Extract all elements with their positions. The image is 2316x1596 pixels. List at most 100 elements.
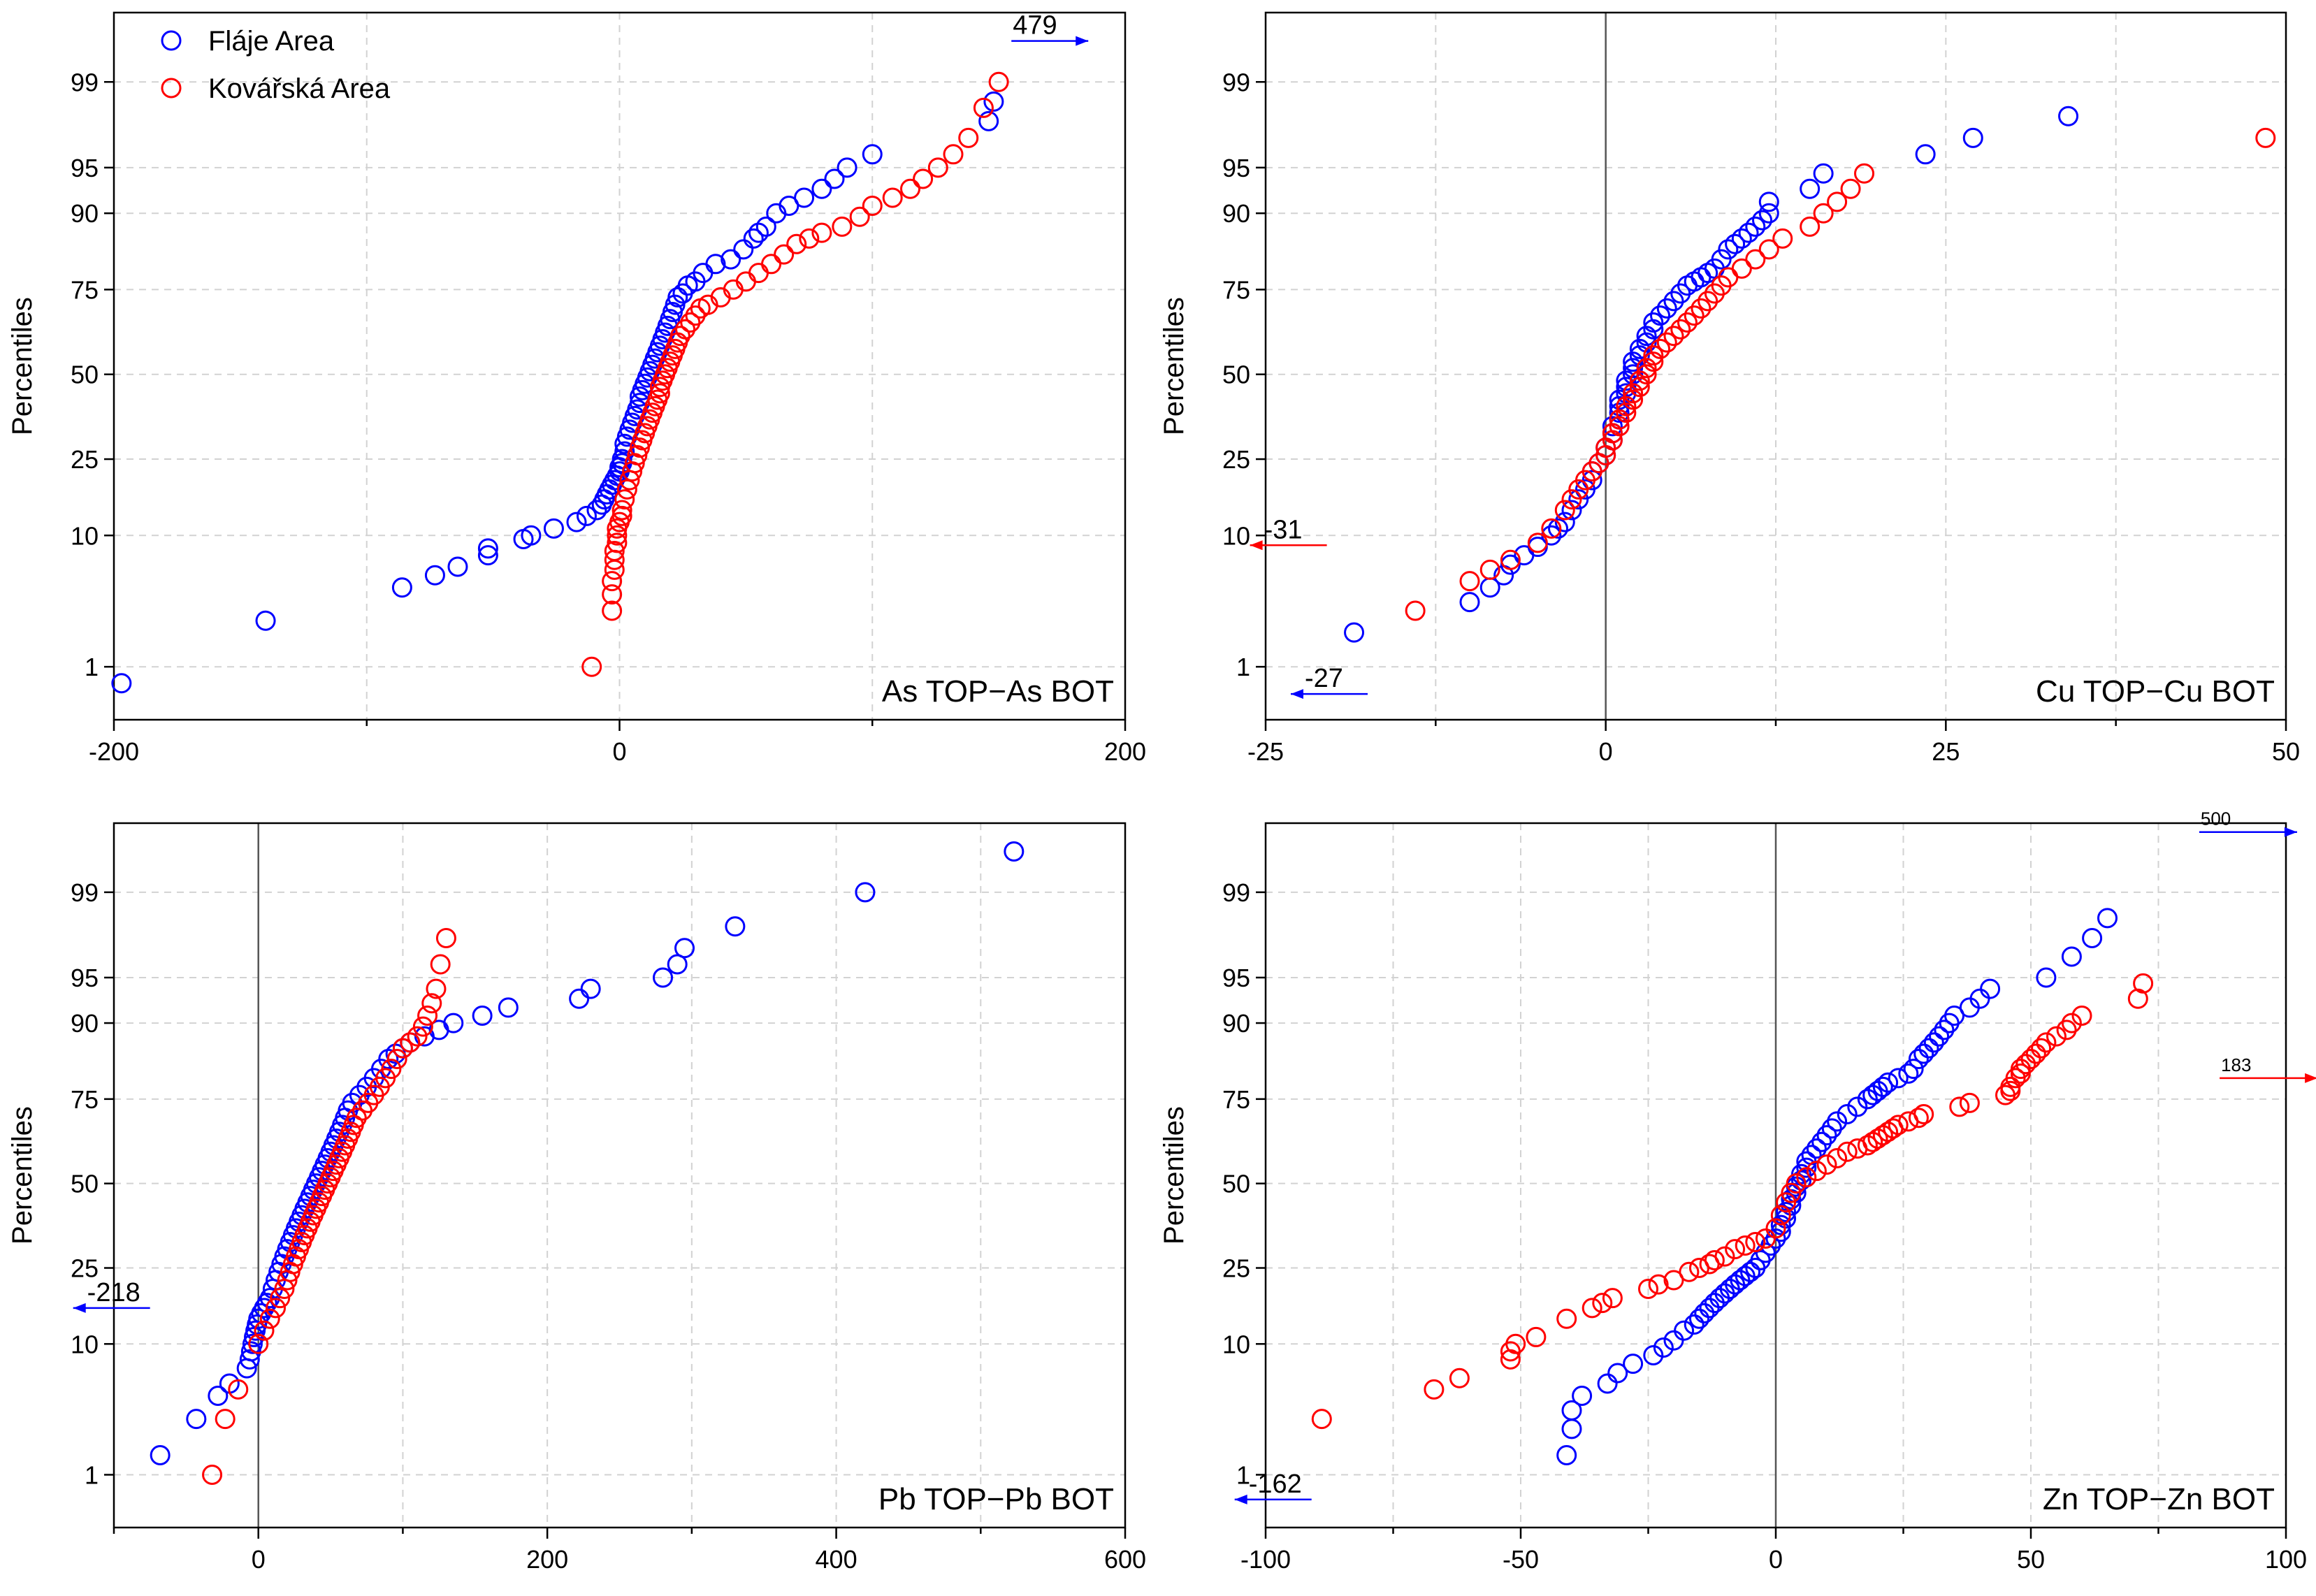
panel-4-kovarska-point [1505, 1333, 1526, 1354]
panel-4-kovarska-point [1648, 1274, 1669, 1295]
panel-1-kovarska-point [602, 600, 623, 621]
panel-4-flaje-point [1888, 1068, 1909, 1089]
panel-4-kovarska-point [1908, 1108, 1929, 1129]
panel-4-y-tick-label: 90 [1222, 1009, 1250, 1038]
panel-4-kovarska-point [1755, 1228, 1776, 1249]
panel-2-flaje-point [1718, 239, 1739, 260]
panel-3-flaje-point [150, 1444, 171, 1465]
panel-2-kovarska-point [1663, 326, 1684, 347]
panel-2-kovarska-point [1459, 571, 1480, 592]
panel-2-kovarska-point [1854, 163, 1875, 184]
panel-4-flaje-point [1561, 1419, 1582, 1439]
panel-4-flaje-point [1572, 1385, 1593, 1406]
panel-3-flaje-point [653, 967, 674, 988]
panel-4-kovarska-point [2046, 1026, 2067, 1047]
panel-3-kovarska-point [392, 1038, 413, 1059]
panel-4-kovarska-point [1311, 1409, 1332, 1430]
panel-2-flaje-point [1684, 271, 1705, 292]
panel-4-kovarska-point [1786, 1173, 1807, 1194]
panel-1-kovarska-point [774, 244, 795, 265]
panel-3-kovarska-point [270, 1288, 291, 1309]
panel-3-kovarska-point [202, 1464, 223, 1485]
panel-1-flaje-point [255, 610, 276, 631]
legend-label: Fláje Area [208, 26, 335, 57]
panel-2-kovarska-point [1643, 351, 1664, 372]
panel-2-kovarska-point [1650, 338, 1671, 359]
panel-4-x-tick-label: 50 [2017, 1545, 2045, 1574]
panel-1-kovarska-point [943, 144, 964, 165]
panel-1-x-tick-label: 0 [612, 737, 626, 766]
panel-2-flaje-point [1629, 338, 1650, 359]
panel-4-kovarska-point [1735, 1235, 1756, 1256]
panel-2-flaje-point [1561, 500, 1582, 521]
panel-2-kovarska-point [1745, 249, 1766, 270]
panel-1-kovarska-point [882, 187, 903, 208]
panel-2-flaje-point [1758, 191, 1779, 212]
panel-3-kovarska-point [228, 1379, 249, 1400]
panel-2-kovarska-point [1609, 409, 1630, 430]
panel-4-kovarska-point [1827, 1148, 1848, 1169]
panel-1-flaje-point [521, 525, 542, 546]
panel-2-kovarska-point [1616, 402, 1637, 423]
panel-4-flaje-point [1699, 1298, 1720, 1319]
panel-2-flaje-point [1344, 622, 1365, 643]
panel-1-flaje-point [576, 505, 597, 526]
panel-2-y-tick-label: 25 [1222, 445, 1250, 474]
panel-3-kovarska-point [346, 1108, 367, 1129]
panel-4-kovarska-point [2036, 1032, 2057, 1053]
panel-2-flaje-point [1731, 228, 1752, 249]
panel-1-kovarska-point [581, 656, 602, 677]
panel-4-flaje-point [1770, 1214, 1791, 1235]
panel-3-kovarska-point [417, 1005, 438, 1026]
panel-4-kovarska-point [1725, 1239, 1746, 1260]
panel-3-x-tick-label: 600 [1104, 1545, 1146, 1574]
panel-4-kovarska-point [2133, 973, 2154, 994]
panel-1-kovarska-point [607, 525, 628, 546]
panel-4-flaje-point [1944, 1005, 1964, 1026]
panel-2-kovarska-point [1670, 319, 1691, 340]
panel-1-kovarska-point [675, 319, 696, 340]
legend-marker [161, 78, 182, 99]
panel-2-kovarska-point [1691, 298, 1711, 319]
panel-4-flaje-point [1898, 1063, 1919, 1084]
panel-2-y-axis-title: Percentiles [1159, 297, 1189, 435]
panel-2-flaje-point [1915, 144, 1936, 165]
panel-2-kovarska-point [1684, 305, 1705, 326]
panel-2-kovarska-point [1840, 178, 1861, 199]
panel-2-flaje-point [1609, 396, 1630, 416]
panel-2-kovarska-point [1636, 364, 1657, 385]
panel-4-kovarska-point [1949, 1096, 1970, 1117]
panel-2-flaje-point [1616, 383, 1637, 404]
panel-3-kovarska-point [248, 1333, 269, 1354]
panel-1-flaje-point [811, 178, 832, 199]
panel-1-kovarska-point [786, 233, 807, 254]
panel-2-flaje-point [1643, 312, 1664, 333]
panel-3-flaje-point [239, 1349, 260, 1370]
panel-2-axes-frame [1264, 11, 2287, 721]
legend-marker [161, 30, 182, 51]
panel-4-flaje-point [1811, 1131, 1832, 1152]
panel-3-y-tick-label: 25 [71, 1254, 99, 1283]
panel-2-flaje-point [1738, 222, 1759, 243]
panel-1-kovarska-point [670, 326, 690, 347]
panel-2-kovarska-point [1772, 228, 1793, 249]
panel-1-flaje-point [111, 673, 132, 694]
panel-4-kovarska-point [1602, 1288, 1623, 1309]
panel-3-kovarska-point [412, 1016, 433, 1037]
panel-1-title: As TOP−As BOT [882, 674, 1114, 709]
panel-4-kovarska-point [1857, 1135, 1878, 1156]
panel-3-y-tick-label: 75 [71, 1085, 99, 1114]
panel-2-flaje-point [1650, 305, 1671, 326]
panel-2-kovarska-point [1554, 500, 1575, 521]
panel-1-flaje-point [586, 500, 607, 521]
panel-1-flaje-point [705, 254, 726, 275]
panel-4-flaje-point [1913, 1043, 1934, 1064]
panel-4-kovarska-point [1867, 1128, 1888, 1149]
panel-2-kovarska-point [1698, 291, 1718, 312]
panel-1-flaje-point [543, 518, 564, 539]
panel-2-kovarska-point [1643, 345, 1664, 366]
panel-2-kovarska-point [1758, 239, 1779, 260]
panel-3-flaje-point [240, 1341, 261, 1362]
panel-1-kovarska-point [832, 216, 853, 237]
panel-1-flaje-point [424, 565, 445, 586]
